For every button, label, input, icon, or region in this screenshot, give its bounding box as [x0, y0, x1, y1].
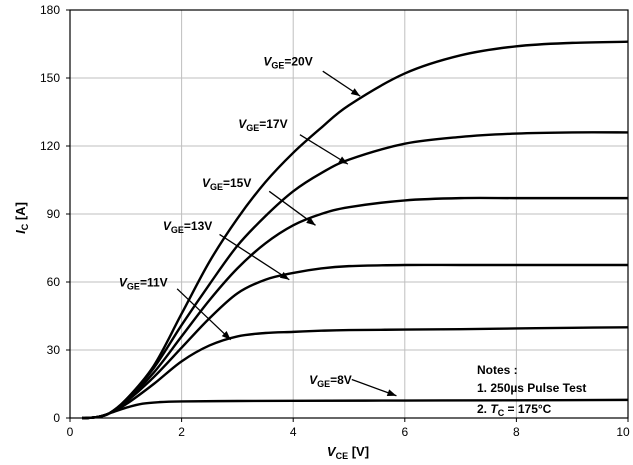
- x-tick-label: 10: [616, 425, 630, 439]
- y-tick-label: 0: [53, 411, 60, 425]
- arrow-head-icon: [306, 217, 316, 226]
- curve-label: VGE=8V: [309, 373, 352, 389]
- annotation-arrow-line: [219, 233, 290, 281]
- annotation-arrow-line: [299, 134, 349, 165]
- grid: [70, 10, 628, 418]
- annotation-arrow-line: [268, 190, 316, 226]
- notes-box: Notes : 1. 250µs Pulse Test 2. TC = 175°…: [477, 363, 586, 418]
- curve-label: VGE=17V: [238, 117, 287, 133]
- y-axis-title: IC [A]: [13, 202, 30, 234]
- curve-label: VGE=20V: [263, 55, 312, 71]
- arrow-head-icon: [279, 271, 290, 280]
- y-tick-label: 60: [47, 275, 61, 289]
- curve-annotations: VGE=20V VGE=17V VGE=15V VGE=13V VGE=11V VGE=8…: [119, 55, 397, 397]
- curve-label: VGE=11V: [119, 276, 168, 292]
- axis-ticks: 0 2 4 6 8 10 0 30 60 90 120 150 180: [40, 3, 630, 439]
- arrow-head-icon: [350, 88, 361, 97]
- x-tick-label: 6: [401, 425, 408, 439]
- y-tick-label: 120: [40, 139, 60, 153]
- x-tick-label: 8: [513, 425, 520, 439]
- y-tick-label: 150: [40, 71, 60, 85]
- y-tick-label: 30: [47, 343, 61, 357]
- x-axis-title: VCE [V]: [327, 444, 369, 461]
- curve-label: VGE=13V: [163, 219, 212, 235]
- notes-line-2: 2. TC = 175°C: [477, 402, 552, 418]
- arrow-head-icon: [338, 156, 348, 165]
- y-tick-label: 90: [47, 207, 61, 221]
- curve-label: VGE=15V: [202, 176, 251, 192]
- y-tick-label: 180: [40, 3, 60, 17]
- curve-vge-8v: [81, 398, 629, 420]
- x-tick-label: 4: [290, 425, 297, 439]
- arrow-head-icon: [386, 389, 397, 396]
- x-tick-label: 0: [67, 425, 74, 439]
- annotation-arrow-line: [176, 288, 232, 341]
- arrow-head-icon: [221, 331, 231, 340]
- notes-title: Notes :: [477, 363, 518, 377]
- x-tick-label: 2: [178, 425, 185, 439]
- notes-line-1: 1. 250µs Pulse Test: [477, 381, 586, 395]
